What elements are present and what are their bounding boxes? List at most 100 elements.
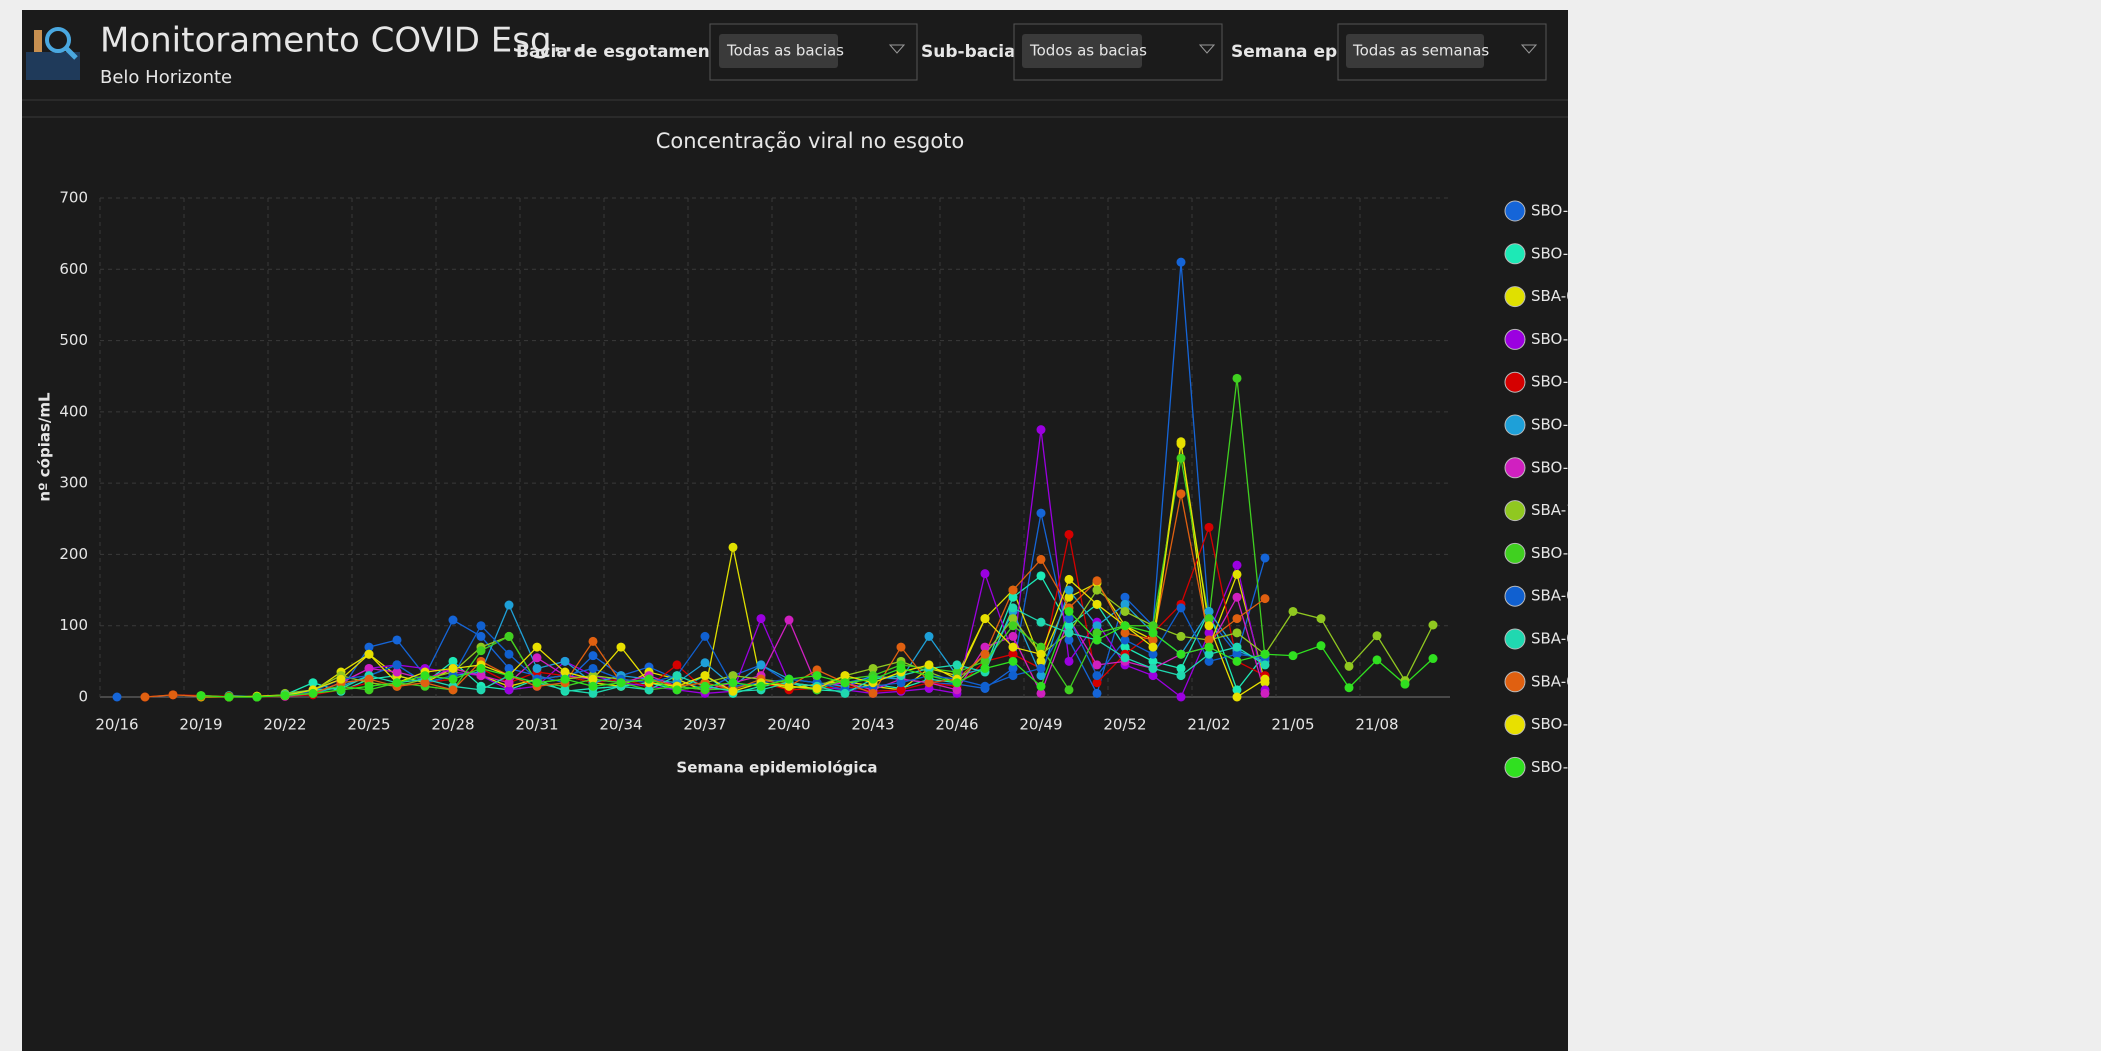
data-point bbox=[476, 685, 486, 695]
legend-item[interactable]: SBO-0 bbox=[1504, 371, 1578, 393]
legend-item[interactable]: SBA-0 bbox=[1504, 286, 1576, 308]
legend-item[interactable]: SBO-0 bbox=[1504, 200, 1578, 222]
data-point bbox=[728, 542, 738, 552]
data-point bbox=[1176, 631, 1186, 641]
data-point bbox=[1176, 671, 1186, 681]
legend-item[interactable]: SBO-0 bbox=[1504, 243, 1578, 265]
data-point bbox=[1232, 642, 1242, 652]
data-point bbox=[784, 681, 794, 691]
legend-item[interactable]: SBO-0 bbox=[1504, 328, 1578, 350]
data-point bbox=[1232, 692, 1242, 702]
plot: 0 100 200 300 400 500 600 700 20/16 20/19 20/22 20/… bbox=[59, 189, 1578, 778]
data-point bbox=[1176, 453, 1186, 463]
legend-swatch bbox=[1504, 542, 1526, 564]
data-point bbox=[532, 642, 542, 652]
data-point bbox=[1092, 628, 1102, 638]
data-point bbox=[1036, 656, 1046, 666]
data-point bbox=[1036, 681, 1046, 691]
data-point bbox=[1204, 628, 1214, 638]
data-point bbox=[1148, 656, 1158, 666]
data-point bbox=[1288, 606, 1298, 616]
data-point bbox=[672, 660, 682, 670]
data-point bbox=[1064, 606, 1074, 616]
legend-label: SBO-0 bbox=[1531, 202, 1578, 220]
legend-label: SBO-0 bbox=[1531, 373, 1578, 391]
data-point bbox=[504, 600, 514, 610]
data-point bbox=[1120, 592, 1130, 602]
data-point bbox=[392, 635, 402, 645]
dropdown-value[interactable]: Todas as semanas bbox=[1352, 42, 1489, 60]
data-point bbox=[1232, 649, 1242, 659]
x-tick-label: 20/28 bbox=[431, 716, 474, 734]
data-point bbox=[700, 681, 710, 691]
data-point bbox=[756, 660, 766, 670]
data-point bbox=[504, 631, 514, 641]
data-point bbox=[1400, 679, 1410, 689]
data-point bbox=[952, 678, 962, 688]
legend-item[interactable]: SBO-1 bbox=[1504, 756, 1578, 778]
legend-swatch bbox=[1504, 200, 1526, 222]
dropdown[interactable]: Todos as bacias bbox=[1013, 23, 1223, 81]
legend-label: SBA-0 bbox=[1531, 587, 1576, 605]
data-point bbox=[868, 663, 878, 673]
data-point bbox=[1008, 621, 1018, 631]
legend-item[interactable]: SBO-0 bbox=[1504, 457, 1578, 479]
data-point bbox=[140, 692, 150, 702]
data-point bbox=[1036, 663, 1046, 673]
dropdown[interactable]: Todas as semanas bbox=[1337, 23, 1547, 81]
data-point bbox=[448, 685, 458, 695]
data-point bbox=[700, 658, 710, 668]
legend-item[interactable]: SBA-1 bbox=[1504, 500, 1576, 522]
dropdown-value[interactable]: Todas as bacias bbox=[726, 42, 844, 60]
data-point bbox=[336, 685, 346, 695]
data-point bbox=[1092, 585, 1102, 595]
dropdown-value[interactable]: Todos as bacias bbox=[1029, 42, 1147, 60]
data-point bbox=[1204, 649, 1214, 659]
data-point bbox=[1064, 685, 1074, 695]
legend-swatch bbox=[1504, 500, 1526, 522]
data-point bbox=[952, 685, 962, 695]
legend-item[interactable]: SBO-0 bbox=[1504, 714, 1578, 736]
data-point bbox=[504, 649, 514, 659]
data-point bbox=[1176, 649, 1186, 659]
data-point bbox=[280, 691, 290, 701]
data-point bbox=[112, 692, 122, 702]
data-point bbox=[1064, 585, 1074, 595]
data-point bbox=[560, 667, 570, 677]
panel bbox=[22, 10, 1568, 1051]
data-point bbox=[1064, 635, 1074, 645]
data-point bbox=[980, 681, 990, 691]
data-point bbox=[224, 692, 234, 702]
data-point bbox=[1064, 656, 1074, 666]
data-point bbox=[1008, 592, 1018, 602]
data-point bbox=[1064, 574, 1074, 584]
data-point bbox=[252, 692, 262, 702]
data-point bbox=[1036, 571, 1046, 581]
data-point bbox=[840, 678, 850, 688]
legend-item[interactable]: SBA-0 bbox=[1504, 585, 1576, 607]
data-point bbox=[1008, 671, 1018, 681]
legend-item[interactable]: SBA-0 bbox=[1504, 628, 1576, 650]
filter-label: Semana ep.: bbox=[1231, 42, 1350, 62]
dropdown[interactable]: Todas as bacias bbox=[709, 23, 918, 81]
legend-item[interactable]: SBO-0 bbox=[1504, 542, 1578, 564]
data-point bbox=[1064, 614, 1074, 624]
legend-item[interactable]: SBA-0 bbox=[1504, 671, 1576, 693]
legend-swatch bbox=[1504, 286, 1526, 308]
data-point bbox=[1148, 671, 1158, 681]
data-point bbox=[1428, 620, 1438, 630]
data-point bbox=[448, 656, 458, 666]
legend-item[interactable]: SBO-0 bbox=[1504, 414, 1578, 436]
data-point bbox=[1036, 508, 1046, 518]
data-point bbox=[1120, 599, 1130, 609]
filter-label: Bacia de esgotamento: bbox=[516, 42, 736, 62]
data-point bbox=[1036, 688, 1046, 698]
legend-label: SBA-0 bbox=[1531, 630, 1576, 648]
data-point bbox=[1036, 425, 1046, 435]
data-point bbox=[1092, 660, 1102, 670]
legend-swatch bbox=[1504, 714, 1526, 736]
series-line bbox=[284, 607, 1266, 696]
data-point bbox=[840, 671, 850, 681]
app-subtitle: Belo Horizonte bbox=[100, 67, 232, 88]
